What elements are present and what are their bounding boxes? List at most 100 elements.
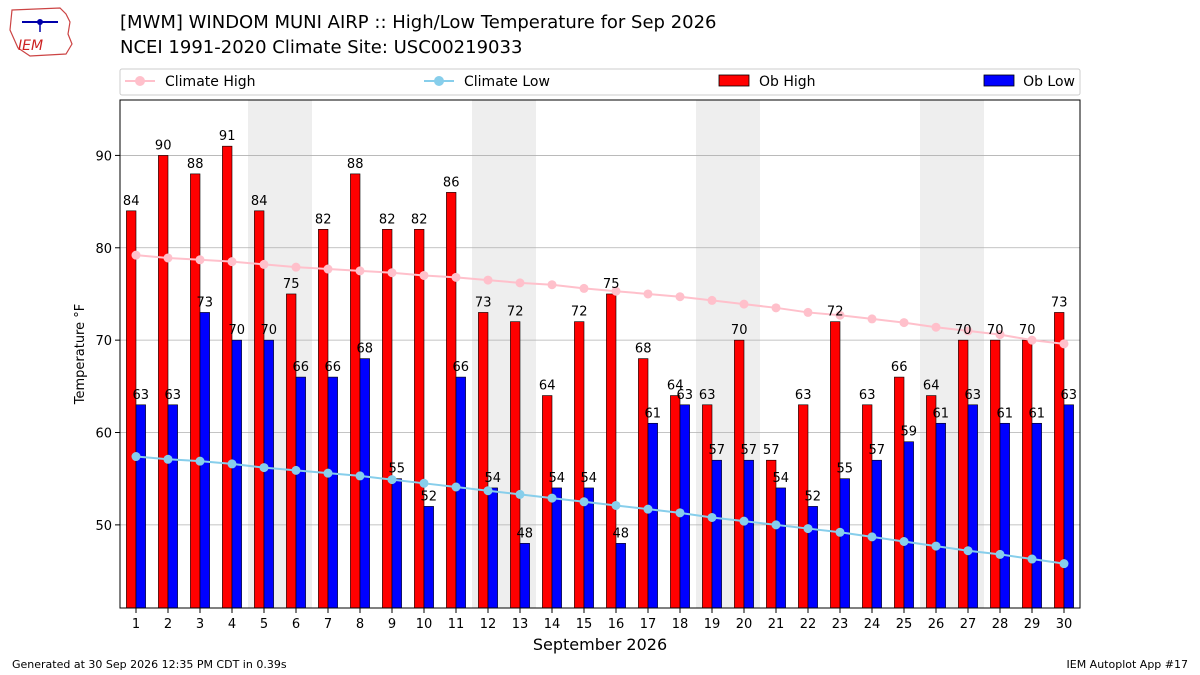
ob-high-bar-13: [510, 321, 521, 609]
ob-low-bar-29: [1031, 422, 1042, 609]
climate-high-point-15: [579, 283, 589, 293]
x-tick-label-18: 18: [672, 617, 689, 632]
ob-high-label-9: 82: [379, 212, 396, 227]
climate-high-point-25: [899, 318, 909, 328]
climate-high-point-12: [483, 275, 493, 285]
ob-high-bar-27: [958, 339, 969, 609]
climate-high-point-5: [259, 259, 269, 269]
climate-high-point-27: [963, 326, 973, 336]
ob-low-label-25: 59: [901, 425, 918, 440]
legend-ob-low: Ob Low: [983, 74, 1075, 90]
ob-high-bar-10: [414, 229, 425, 609]
ob-high-label-18: 64: [667, 379, 684, 394]
ob-high-bar-3: [190, 173, 201, 609]
ob-high-label-2: 90: [155, 138, 172, 153]
iem-logo-text: IEM: [18, 38, 43, 54]
climate-high-point-2: [163, 253, 173, 263]
climate-high-point-10: [419, 270, 429, 280]
ob-low-label-4: 70: [229, 323, 246, 338]
x-tick-label-14: 14: [544, 617, 561, 632]
y-tick-label-60: 60: [95, 427, 112, 442]
climate-low-point-17: [643, 504, 653, 514]
climate-low-point-3: [195, 456, 205, 466]
ob-high-bar-18: [670, 395, 681, 609]
ob-high-label-5: 84: [251, 194, 268, 209]
ob-high-label-1: 84: [123, 194, 140, 209]
ob-high-label-24: 63: [859, 388, 876, 403]
ob-high-bar-26: [926, 395, 937, 609]
chart-title: [MWM] WINDOM MUNI AIRP :: High/Low Tempe…: [120, 12, 717, 33]
x-tick-label-7: 7: [324, 617, 332, 632]
legend-climate-high: Climate High: [125, 74, 256, 90]
ob-low-label-21: 54: [773, 471, 790, 486]
ob-low-label-15: 54: [581, 471, 598, 486]
y-axis-label: Temperature °F: [73, 304, 88, 405]
ob-high-label-27: 70: [955, 323, 972, 338]
ob-low-bar-28: [999, 422, 1010, 609]
climate-high-point-26: [931, 322, 941, 332]
climate-low-point-25: [899, 536, 909, 546]
climate-low-point-29: [1027, 554, 1037, 564]
x-tick-label-16: 16: [608, 617, 625, 632]
x-tick-label-23: 23: [832, 617, 849, 632]
ob-high-bar-5: [254, 210, 265, 609]
ob-high-bar-19: [702, 404, 713, 609]
x-tick-label-29: 29: [1024, 617, 1041, 632]
ob-low-bar-10: [423, 506, 434, 609]
x-tick-label-19: 19: [704, 617, 721, 632]
climate-low-point-6: [291, 465, 301, 475]
x-tick-label-4: 4: [228, 617, 236, 632]
ob-low-label-7: 66: [325, 360, 342, 375]
ob-high-label-25: 66: [891, 360, 908, 375]
ob-high-label-3: 88: [187, 157, 204, 172]
ob-low-bar-18: [679, 404, 690, 609]
ob-low-label-24: 57: [869, 443, 886, 458]
ob-high-label-29: 70: [1019, 323, 1036, 338]
x-tick-label-26: 26: [928, 617, 945, 632]
x-tick-label-6: 6: [292, 617, 300, 632]
ob-high-label-28: 70: [987, 323, 1004, 338]
generated-timestamp: Generated at 30 Sep 2026 12:35 PM CDT in…: [12, 658, 287, 671]
climate-low-point-23: [835, 527, 845, 537]
ob-low-label-11: 66: [453, 360, 470, 375]
ob-low-label-6: 66: [293, 360, 310, 375]
ob-low-label-19: 57: [709, 443, 726, 458]
ob-high-bar-7: [318, 229, 329, 609]
x-tick-label-30: 30: [1056, 617, 1073, 632]
climate-low-point-2: [163, 454, 173, 464]
ob-high-bar-1: [126, 210, 137, 609]
y-tick-label-70: 70: [95, 334, 112, 349]
ob-high-label-13: 72: [507, 305, 524, 320]
climate-high-point-17: [643, 289, 653, 299]
x-tick-label-2: 2: [164, 617, 172, 632]
iem-logo: IEM: [9, 7, 73, 57]
ob-low-bar-30: [1063, 404, 1074, 609]
ob-high-label-15: 72: [571, 305, 588, 320]
legend-ob-high: Ob High: [718, 74, 816, 90]
climate-low-point-28: [995, 549, 1005, 559]
ob-high-label-22: 63: [795, 388, 812, 403]
data-labels: 84 63 90 63 88 73 91 70 84 70 75 66 82 66 88 68 82 55 82 52…: [123, 129, 1077, 541]
ob-high-bar-11: [446, 192, 457, 609]
x-tick-label-28: 28: [992, 617, 1009, 632]
climate-high-point-13: [515, 278, 525, 288]
x-tick-label-25: 25: [896, 617, 913, 632]
ob-high-bar-12: [478, 312, 489, 609]
climate-high-point-3: [195, 255, 205, 265]
grid-lines: [120, 155, 1080, 526]
climate-low-point-18: [675, 508, 685, 518]
ob-high-bar-16: [606, 293, 617, 609]
ob-low-bar-5: [263, 339, 274, 609]
climate-low-point-8: [355, 471, 365, 481]
ob-low-bar-7: [327, 376, 338, 609]
x-tick-label-17: 17: [640, 617, 657, 632]
climate-low-point-12: [483, 486, 493, 496]
climate-lines: [131, 250, 1069, 569]
climate-low-point-4: [227, 459, 237, 469]
x-tick-label-20: 20: [736, 617, 753, 632]
climate-low-point-9: [387, 475, 397, 485]
ob-high-bar-25: [894, 376, 905, 609]
ob-high-label-7: 82: [315, 212, 332, 227]
ob-high-label-8: 88: [347, 157, 364, 172]
